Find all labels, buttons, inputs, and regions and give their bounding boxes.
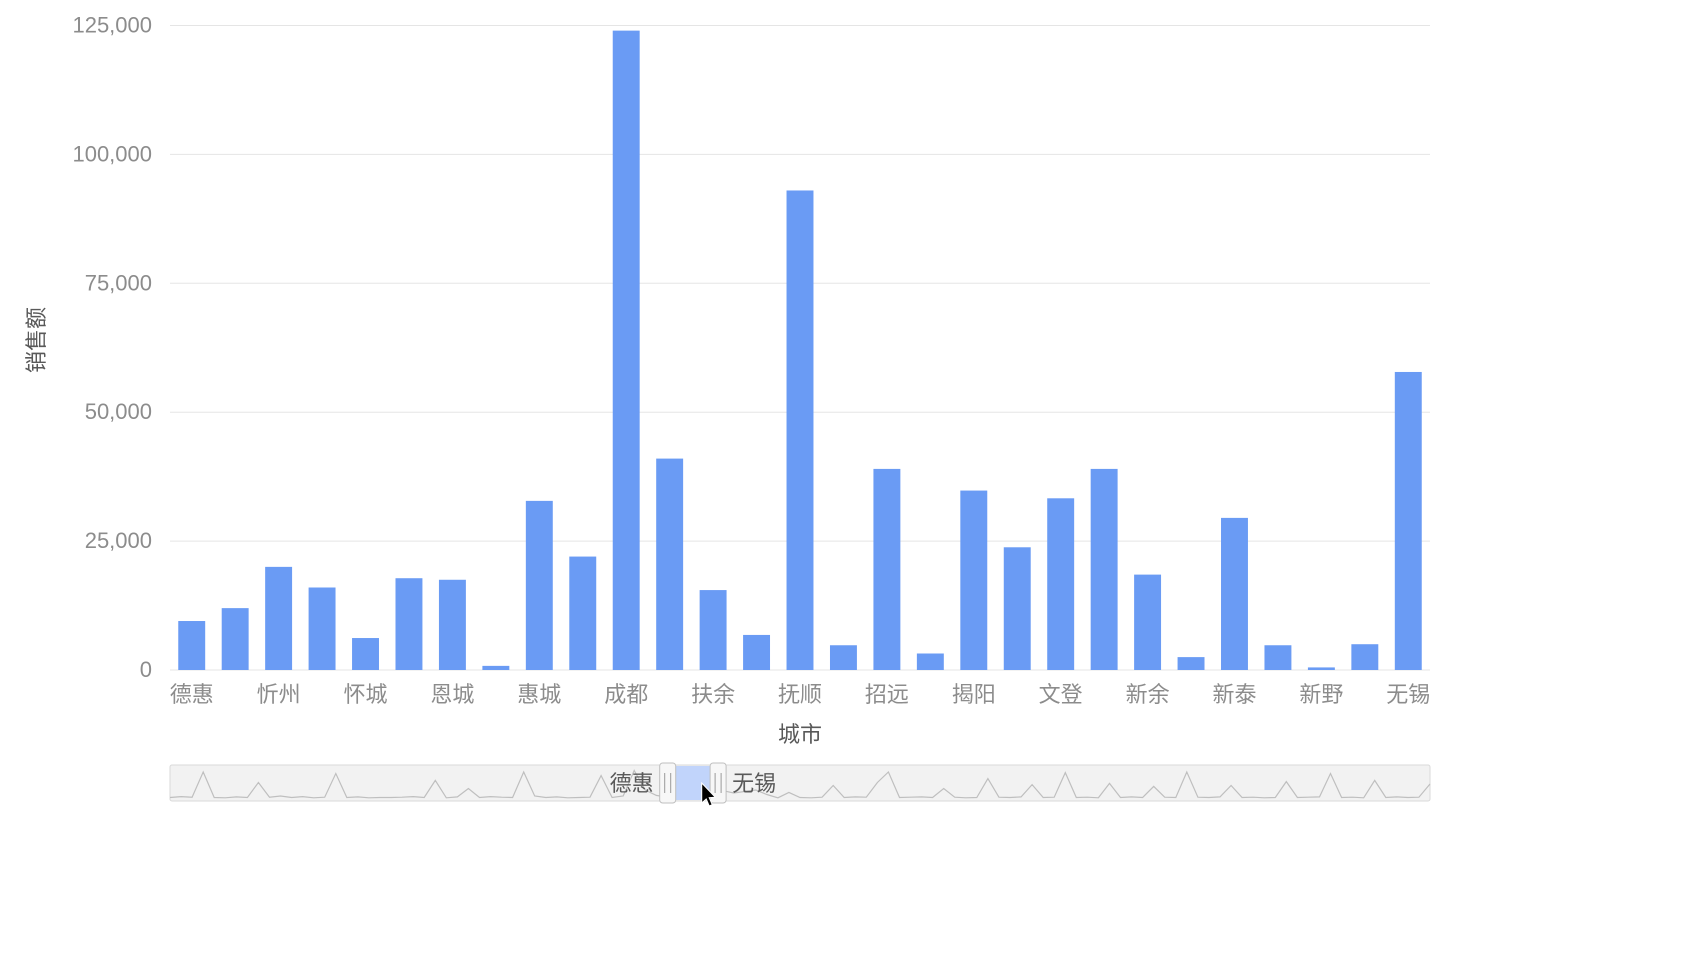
chart-container: 0 25,000 50,000 75,000 100,000 125,000 德惠 忻州 怀城 恩… <box>0 0 1684 968</box>
bar-chart: 0 25,000 50,000 75,000 100,000 125,000 德惠 忻州 怀城 恩… <box>0 0 1684 968</box>
bar[interactable] <box>222 608 249 670</box>
bar[interactable] <box>395 578 422 670</box>
x-tick-label: 怀城 <box>344 682 388 707</box>
x-tick-label: 无锡 <box>1386 682 1430 707</box>
x-tick-label: 忻州 <box>257 682 301 707</box>
y-tick-label: 0 <box>140 657 152 682</box>
bar[interactable] <box>439 580 466 670</box>
x-tick-label: 新余 <box>1126 682 1170 707</box>
x-tick-label: 招远 <box>865 682 909 707</box>
scrubber-handle-end[interactable] <box>710 763 726 803</box>
x-tick-label: 文登 <box>1039 682 1083 707</box>
bar[interactable] <box>830 645 857 670</box>
x-tick-label: 德惠 <box>170 682 214 707</box>
bar[interactable] <box>656 459 683 670</box>
bar[interactable] <box>873 469 900 670</box>
x-tick-label: 成都 <box>604 682 648 707</box>
x-tick-label: 扶余 <box>691 682 735 707</box>
x-tick-label: 新泰 <box>1212 682 1256 707</box>
x-axis-title: 城市 <box>778 722 822 747</box>
bar[interactable] <box>569 557 596 670</box>
x-tick-label: 新野 <box>1299 682 1343 707</box>
x-tick-label: 揭阳 <box>952 682 996 707</box>
bar[interactable] <box>1134 575 1161 670</box>
bar[interactable] <box>1264 645 1291 670</box>
bar[interactable] <box>743 635 770 670</box>
y-tick-label: 25,000 <box>85 528 152 553</box>
y-axis-title: 销售额 <box>24 307 49 373</box>
bar[interactable] <box>352 638 379 670</box>
bar[interactable] <box>613 31 640 670</box>
bar[interactable] <box>1178 657 1205 670</box>
bar[interactable] <box>1221 518 1248 670</box>
y-tick-label: 125,000 <box>72 12 152 37</box>
x-tick-label: 抚顺 <box>778 682 822 707</box>
y-tick-label: 50,000 <box>85 399 152 424</box>
scrubber-end-label: 无锡 <box>732 771 776 796</box>
x-tick-label: 惠城 <box>517 682 561 707</box>
bar[interactable] <box>787 190 814 670</box>
bar[interactable] <box>700 590 727 670</box>
y-tick-label: 100,000 <box>72 141 152 166</box>
bar[interactable] <box>309 588 336 671</box>
bar[interactable] <box>1395 372 1422 670</box>
bar[interactable] <box>526 501 553 670</box>
bar[interactable] <box>1004 547 1031 670</box>
bar[interactable] <box>917 654 944 671</box>
scrubber-start-label: 德惠 <box>610 771 654 796</box>
bar[interactable] <box>1091 469 1118 670</box>
bar[interactable] <box>482 666 509 670</box>
bar[interactable] <box>1047 498 1074 670</box>
range-scrubber[interactable]: 德惠 无锡 <box>170 763 1430 803</box>
bar[interactable] <box>1351 644 1378 670</box>
scrubber-handle-start[interactable] <box>660 763 676 803</box>
x-tick-label: 恩城 <box>430 682 474 707</box>
bar[interactable] <box>265 567 292 670</box>
bar[interactable] <box>1308 667 1335 670</box>
bar[interactable] <box>178 621 205 670</box>
bar[interactable] <box>960 491 987 670</box>
y-tick-label: 75,000 <box>85 270 152 295</box>
